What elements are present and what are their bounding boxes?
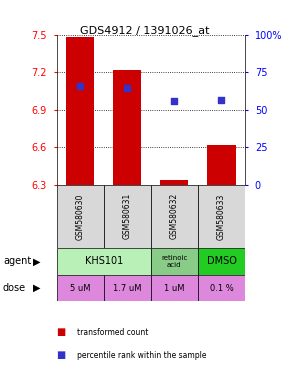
Text: ▶: ▶ (33, 257, 41, 266)
Bar (66, 37, 94, 185)
Text: transformed count: transformed count (77, 328, 148, 337)
Point (78, 83, 82, 89)
Text: 1 uM: 1 uM (164, 284, 185, 293)
Bar (57, 248, 151, 275)
Bar (151, 248, 198, 275)
Bar (207, 145, 235, 185)
Text: agent: agent (3, 257, 31, 266)
Bar (104, 185, 151, 248)
Text: 0.1 %: 0.1 % (210, 284, 233, 293)
Text: ▶: ▶ (33, 283, 41, 293)
Bar (57, 275, 104, 301)
Point (172, 98, 177, 104)
Bar (198, 248, 245, 275)
Text: ■: ■ (57, 327, 66, 337)
Text: DMSO: DMSO (206, 257, 236, 266)
Text: retinoic
acid: retinoic acid (161, 255, 188, 268)
Point (219, 96, 224, 103)
Text: dose: dose (3, 283, 26, 293)
Bar (113, 70, 141, 185)
Text: GSM580630: GSM580630 (76, 193, 85, 240)
Bar (104, 275, 151, 301)
Text: percentile rank within the sample: percentile rank within the sample (77, 351, 206, 360)
Text: 5 uM: 5 uM (70, 284, 90, 293)
Point (125, 85, 130, 91)
Text: ■: ■ (57, 350, 66, 360)
Bar (198, 185, 245, 248)
Text: KHS101: KHS101 (85, 257, 123, 266)
Text: GSM580632: GSM580632 (170, 193, 179, 240)
Text: GSM580631: GSM580631 (123, 193, 132, 240)
Text: GDS4912 / 1391026_at: GDS4912 / 1391026_at (80, 25, 210, 36)
Bar (57, 185, 104, 248)
Bar (151, 185, 198, 248)
Bar (198, 275, 245, 301)
Text: 1.7 uM: 1.7 uM (113, 284, 142, 293)
Bar (160, 180, 188, 185)
Bar (151, 275, 198, 301)
Text: GSM580633: GSM580633 (217, 193, 226, 240)
